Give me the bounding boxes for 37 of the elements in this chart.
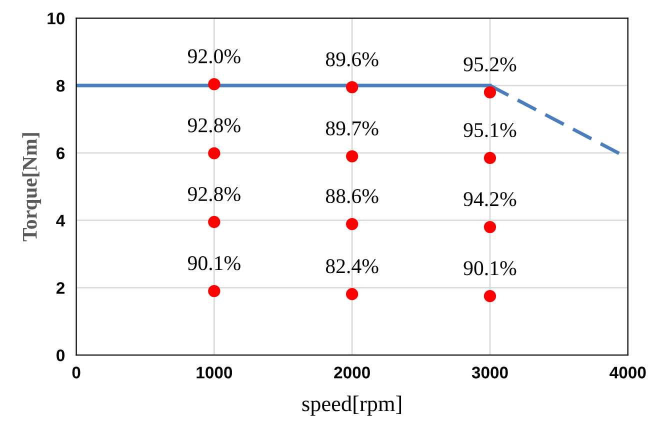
y-tick-label: 4 — [56, 214, 66, 226]
point — [346, 288, 358, 300]
annotation: 89.6% — [326, 52, 378, 66]
point — [346, 218, 358, 230]
annotation: 92.8% — [188, 118, 240, 132]
point — [208, 216, 220, 228]
point — [346, 150, 358, 162]
y-tick-label: 10 — [48, 12, 64, 24]
point — [208, 285, 220, 298]
x-tick-label: 0 — [72, 366, 80, 378]
x-tick-label: 3000 — [472, 366, 508, 378]
annotation: 90.1% — [188, 256, 240, 270]
point — [346, 81, 358, 94]
y-tick-label: 0 — [56, 350, 64, 362]
point — [484, 152, 496, 164]
point — [484, 220, 496, 234]
annotation: 92.8% — [188, 187, 240, 202]
x-tick-label: 2000 — [334, 366, 370, 378]
x-tick-label: 4000 — [610, 366, 646, 378]
y-tick-label: 8 — [56, 80, 65, 92]
annotation: 95.2% — [464, 57, 516, 72]
annotation: 90.1% — [464, 261, 516, 276]
point — [208, 78, 220, 90]
x-axis-title: speed[rpm] — [302, 396, 402, 416]
y-tick-label: 2 — [56, 282, 65, 294]
annotation: 94.2% — [464, 192, 516, 206]
annotation: 88.6% — [326, 189, 378, 204]
annotation: 89.7% — [326, 121, 378, 136]
y-axis-title: Torque[Nm] — [22, 133, 42, 242]
point — [484, 290, 496, 302]
annotation: 82.4% — [326, 259, 378, 274]
x-tick-label: 1000 — [196, 366, 232, 378]
y-tick-label: 6 — [56, 147, 65, 160]
annotation: 95.1% — [464, 123, 516, 138]
point — [208, 147, 220, 160]
annotation: 92.0% — [188, 49, 240, 64]
point — [484, 86, 496, 98]
